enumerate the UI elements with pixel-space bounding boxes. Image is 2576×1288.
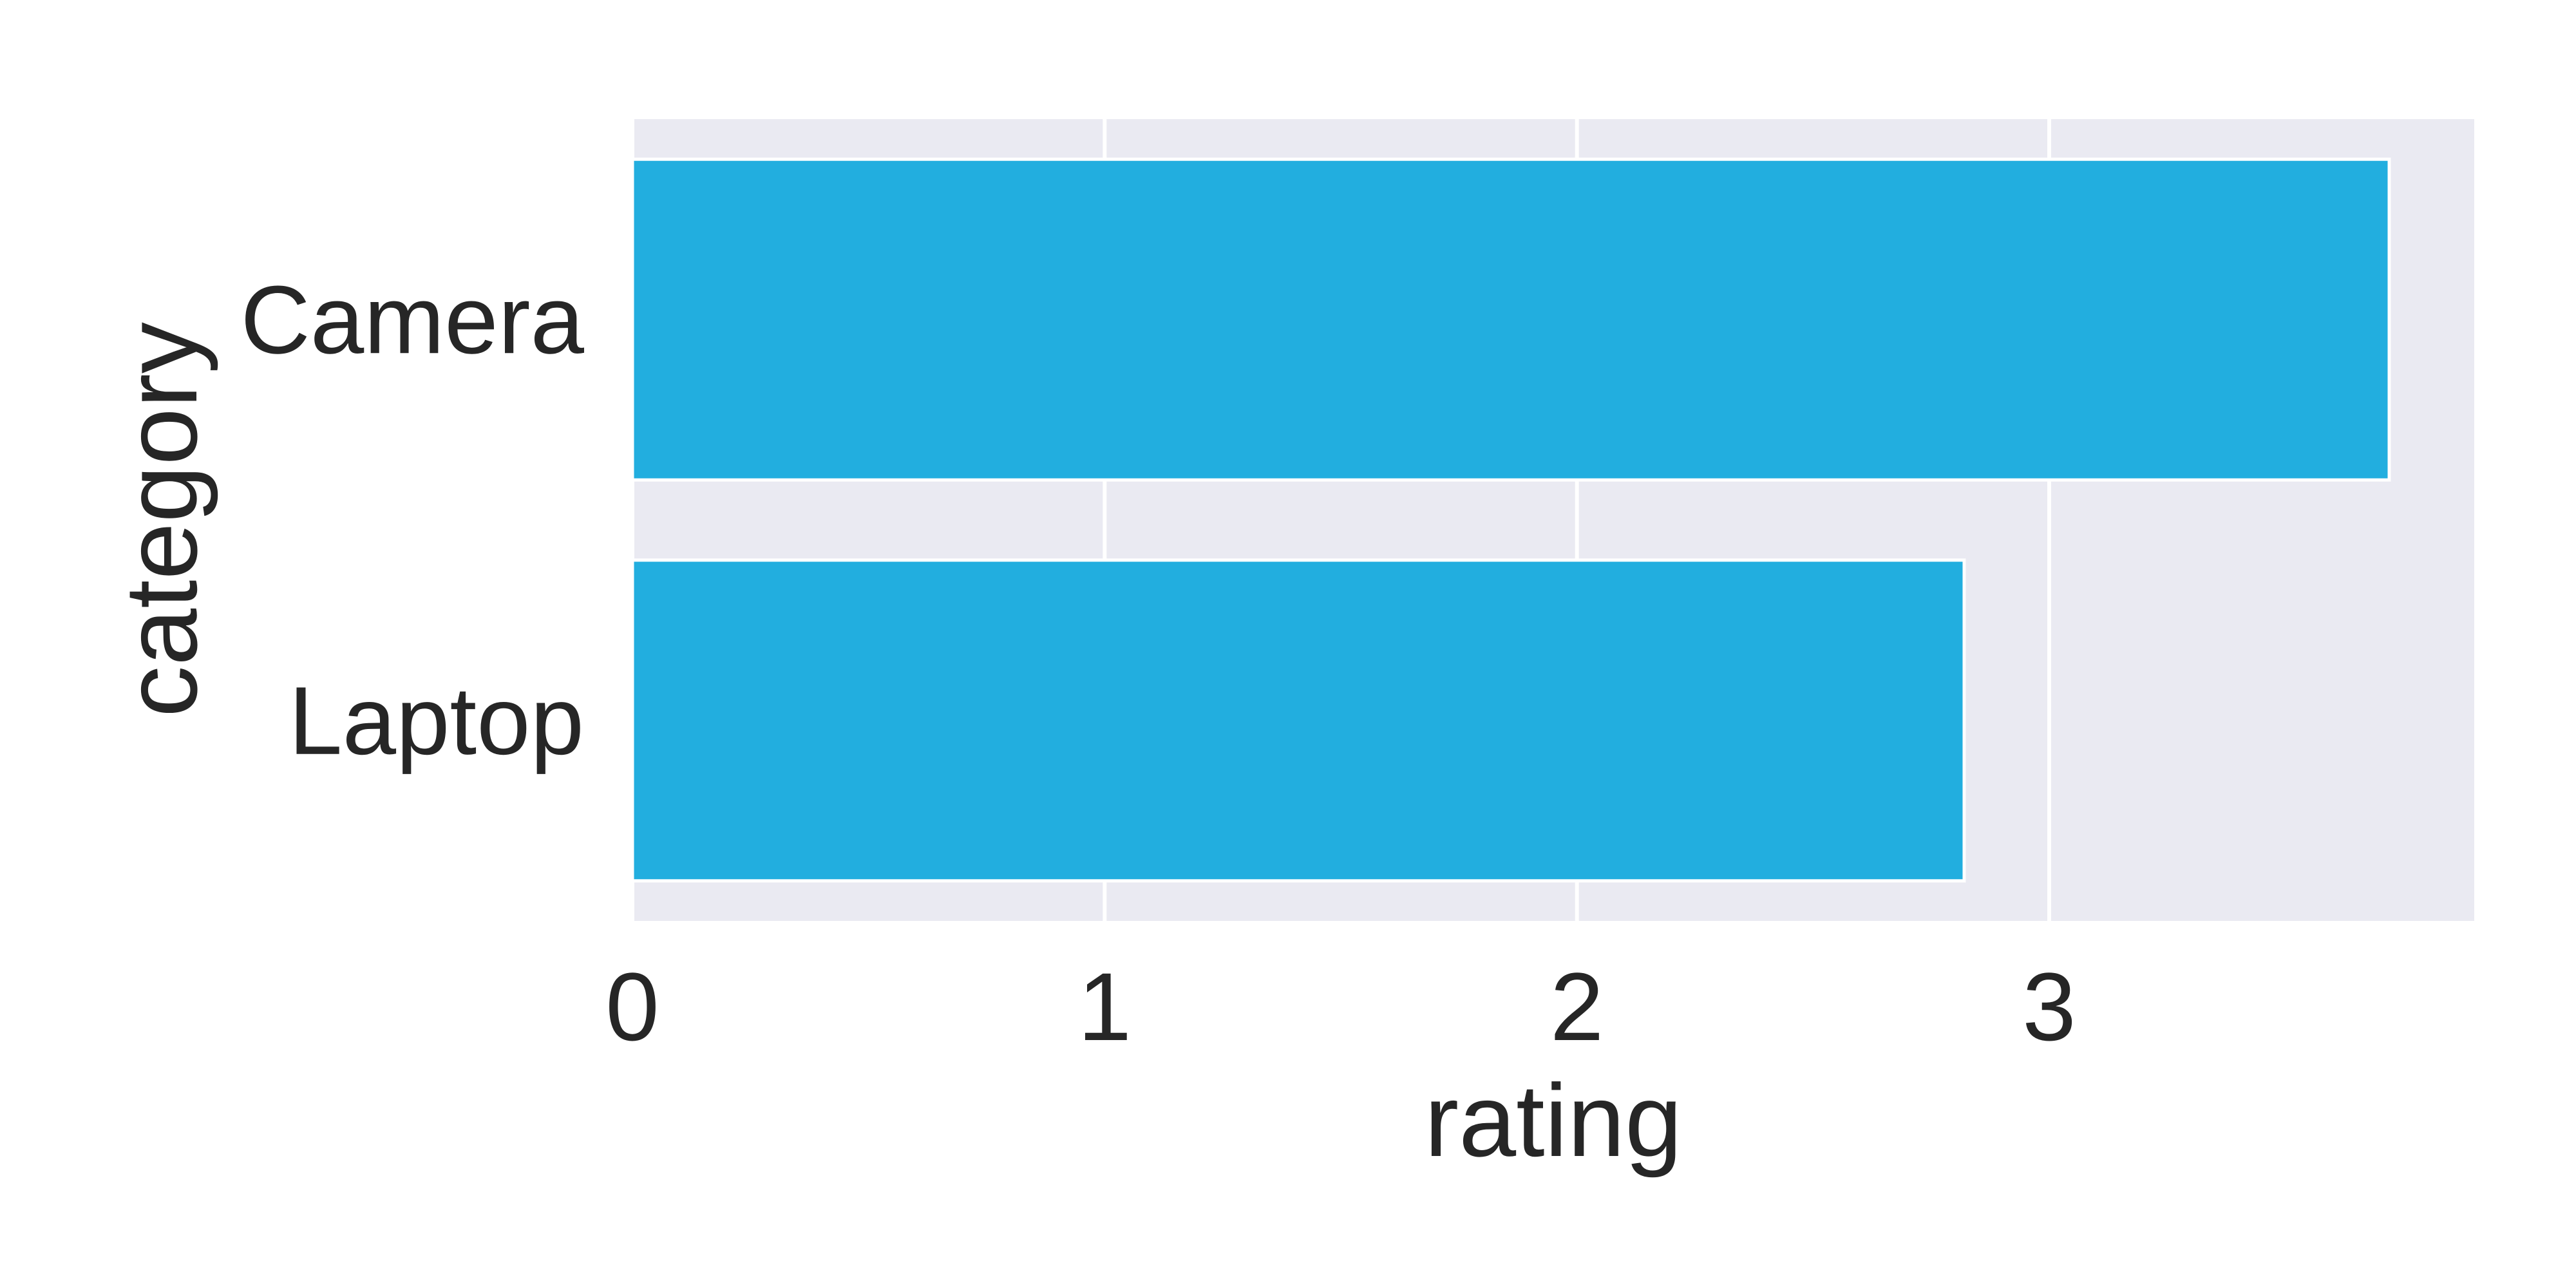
x-tick-label: 3: [2022, 952, 2076, 1061]
category-label: Camera: [241, 265, 585, 374]
x-tick-label: 1: [1078, 952, 1132, 1061]
x-tick-label: 0: [605, 952, 659, 1061]
x-tick-label: 2: [1550, 952, 1604, 1061]
bar-laptop: [630, 558, 1966, 883]
y-axis-label: category: [103, 322, 218, 717]
bar-camera: [630, 157, 2391, 482]
x-axis-label: rating: [1425, 1063, 1682, 1178]
category-labels: Camera Laptop: [241, 265, 585, 775]
bars: [630, 157, 2391, 883]
category-label: Laptop: [289, 667, 584, 775]
x-tick-labels: 0 1 2 3: [605, 952, 2076, 1061]
